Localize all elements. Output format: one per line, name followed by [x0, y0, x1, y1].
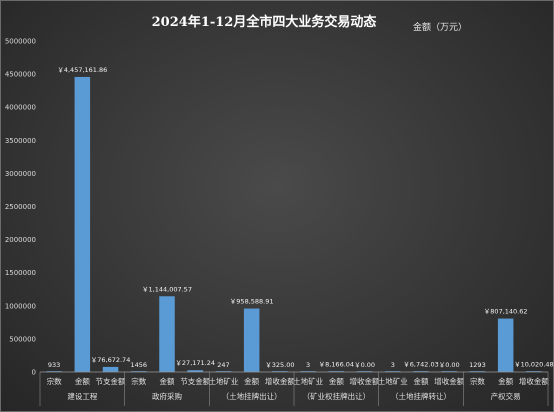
x-group-label: 建设工程: [67, 391, 97, 401]
x-tick-label: 节支金额: [96, 376, 126, 386]
x-tick-label: 金额: [498, 376, 513, 386]
y-axis: 0 500000 1000000 1500000 2000000 2500000 30000…: [5, 38, 36, 377]
bar: [243, 308, 260, 372]
legend-label: 金额（万元）: [413, 21, 467, 33]
x-tick-label: 金额: [75, 376, 90, 386]
data-label: 933: [48, 361, 60, 369]
data-label: ￥4,457,161.86: [57, 66, 107, 74]
data-label: 3: [306, 361, 310, 369]
x-tick-label: 宗数: [131, 376, 146, 386]
x-tick-label: 土地矿业: [378, 376, 408, 386]
y-tick-label: 2000000: [5, 236, 36, 244]
x-tick-label: 土地矿业: [293, 376, 323, 386]
data-label: ￥1,144,007.57: [142, 285, 192, 293]
bar: [74, 76, 91, 372]
bar: [187, 370, 203, 372]
chart-title: 2024年1-12月全市四大业务交易动态: [152, 14, 377, 30]
data-label: ￥6,742.03: [403, 361, 438, 369]
x-tick-label: 增收金额: [519, 376, 549, 386]
x-tick-label: 金额: [329, 376, 344, 386]
x-group-label: 政府采购: [152, 391, 182, 401]
x-tick-label: 金额: [160, 376, 175, 386]
y-tick-label: 0: [32, 369, 36, 377]
x-group-label: （土地挂牌转让）: [391, 391, 451, 401]
data-label: ￥8,166.04: [319, 360, 354, 368]
data-label: 1456: [131, 361, 148, 369]
x-tick-label: 金额: [414, 376, 429, 386]
bar: [497, 318, 514, 372]
bar: [102, 366, 119, 372]
data-label: ￥0.00: [354, 361, 375, 369]
x-tick-label: 金额: [244, 376, 259, 386]
y-tick-label: 3000000: [5, 170, 36, 178]
y-tick-label: 3500000: [5, 137, 36, 145]
data-label: ￥10,020.48: [514, 360, 554, 368]
x-group-label: 产权交易: [491, 391, 521, 401]
y-tick-label: 500000: [9, 335, 36, 343]
bar: [159, 296, 175, 372]
data-label: ￥325.00: [265, 361, 294, 369]
x-tick-label: 土地矿业: [208, 376, 238, 386]
y-tick-label: 1000000: [5, 302, 36, 310]
y-tick-label: 4500000: [5, 71, 36, 79]
data-label: ￥0.00: [439, 361, 460, 369]
x-tick-label: 增收金额: [434, 376, 464, 386]
data-label: 1293: [469, 361, 486, 369]
data-label: ￥807,140.62: [484, 308, 528, 316]
y-tick-label: 2500000: [5, 203, 36, 211]
bars-layer: [46, 76, 542, 372]
y-tick-label: 4000000: [5, 104, 36, 112]
x-tick-label: 增收金额: [265, 376, 295, 386]
x-tick-label: 增收金额: [350, 376, 380, 386]
y-tick-label: 1500000: [5, 269, 36, 277]
data-label: ￥958,588.91: [230, 298, 274, 306]
data-label: ￥76,672.74: [91, 356, 131, 364]
x-group-label: （土地挂牌出让）: [222, 391, 282, 401]
x-group-label: （矿业权挂牌出让）: [303, 391, 371, 401]
x-tick-label: 节支金额: [180, 376, 210, 386]
x-tick-label: 宗数: [470, 376, 485, 386]
y-tick-label: 5000000: [5, 38, 36, 46]
data-label: ￥27,171.24: [175, 359, 215, 367]
x-tick-label: 宗数: [47, 376, 62, 386]
data-label: 3: [391, 361, 395, 369]
data-label: 247: [217, 361, 229, 369]
